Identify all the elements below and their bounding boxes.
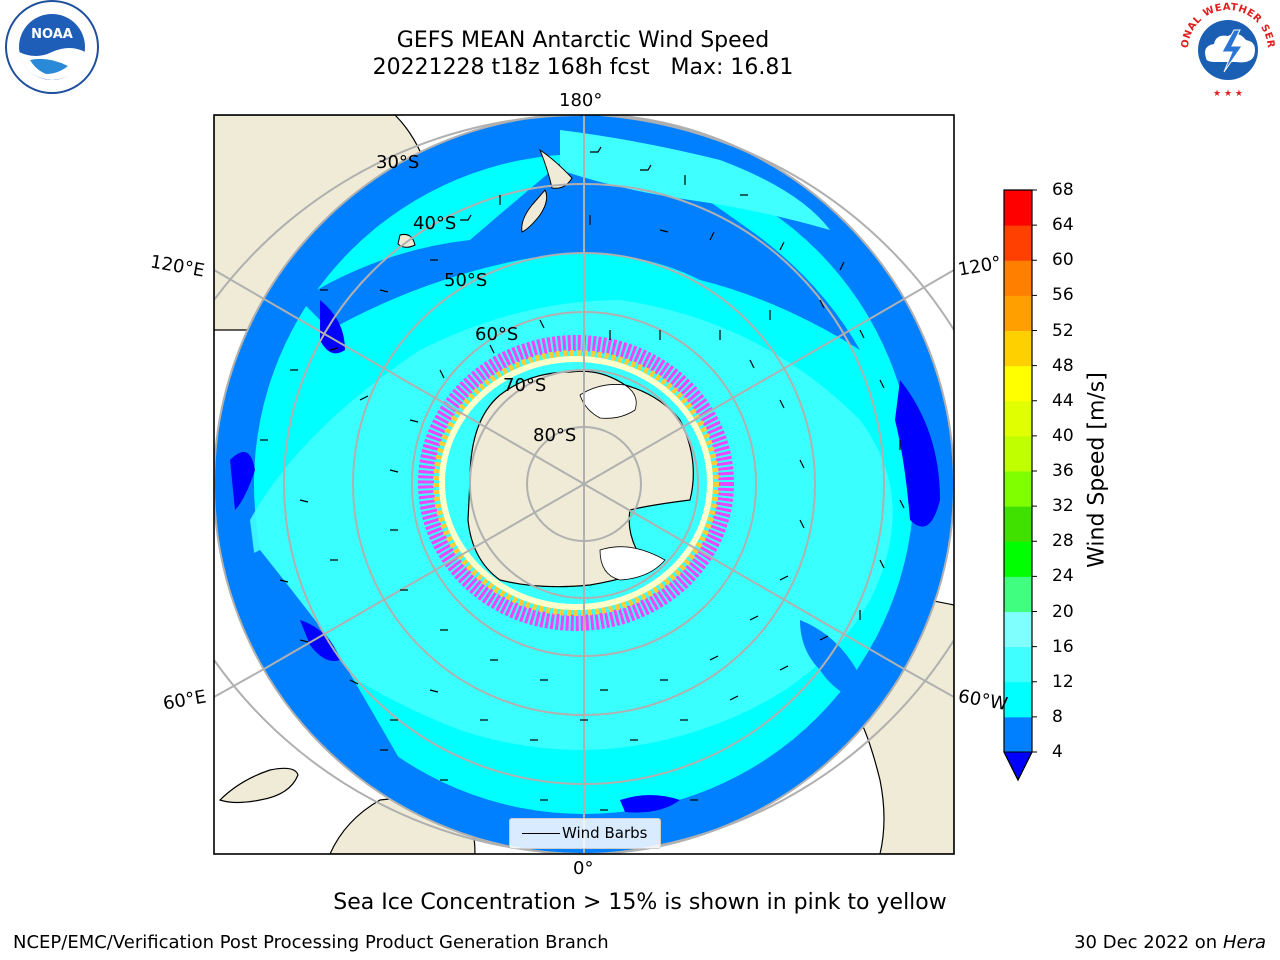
- colorbar-tick-label: 8: [1052, 706, 1063, 727]
- colorbar-segment: [1004, 471, 1032, 507]
- lon-label-0: 0°: [573, 858, 594, 879]
- date-credit: 30 Dec 2022 on Hera: [1074, 932, 1266, 953]
- colorbar-tick-label: 40: [1052, 425, 1074, 446]
- wind-barbs: [260, 146, 905, 811]
- antarctica-land: [467, 370, 694, 588]
- colorbar: [1003, 189, 1037, 782]
- lat-label-70s: 70°S: [503, 375, 547, 396]
- date-text: 30 Dec 2022 on: [1074, 932, 1218, 953]
- colorbar-segment: [1004, 646, 1032, 683]
- colorbar-tick-label: 24: [1052, 566, 1074, 587]
- colorbar-under-arrow: [1003, 751, 1033, 782]
- colorbar-segment: [1004, 400, 1032, 437]
- lat-label-30s: 30°S: [376, 152, 420, 173]
- colorbar-segment: [1004, 330, 1032, 367]
- colorbar-segment: [1004, 435, 1032, 472]
- colorbar-tick-label: 28: [1052, 531, 1074, 552]
- colorbar-tick-label: 44: [1052, 390, 1074, 411]
- colorbar-tick-label: 16: [1052, 636, 1074, 657]
- colorbar-tick-label: 56: [1052, 285, 1074, 306]
- colorbar-segment: [1004, 295, 1032, 331]
- colorbar-segment: [1004, 365, 1032, 402]
- lat-label-60s: 60°S: [475, 324, 519, 345]
- colorbar-segment: [1004, 506, 1032, 542]
- lat-label-80s: 80°S: [533, 425, 577, 446]
- colorbar-segment: [1004, 225, 1032, 261]
- colorbar-frame: [1003, 189, 1033, 782]
- madagascar-land: [218, 767, 299, 804]
- colorbar-segment: [1004, 611, 1032, 648]
- weddell-ice-shelf: [599, 546, 666, 581]
- colorbar-segment: [1004, 716, 1032, 753]
- credit-text: NCEP/EMC/Verification Post Processing Pr…: [13, 932, 609, 953]
- noaa-logo: NOAA: [5, 0, 99, 94]
- svg-text:★ ★ ★: ★ ★ ★: [1213, 89, 1243, 99]
- colorbar-segment: [1004, 576, 1032, 612]
- colorbar-segment: [1004, 541, 1032, 577]
- new-zealand-land: [521, 148, 573, 233]
- svg-text:NOAA: NOAA: [31, 27, 73, 42]
- colorbar-tick-label: 4: [1052, 742, 1063, 762]
- legend-label: Wind Barbs: [562, 824, 648, 842]
- ross-ice-shelf: [579, 384, 637, 419]
- sea-ice-note: Sea Ice Concentration > 15% is shown in …: [333, 890, 947, 915]
- colorbar-segment: [1004, 260, 1032, 296]
- map-frame: [213, 114, 955, 855]
- legend-line-swatch: [522, 833, 560, 834]
- graticule: [214, 115, 954, 854]
- colorbar-tick-label: 60: [1052, 250, 1074, 271]
- lat-label-40s: 40°S: [413, 213, 457, 234]
- national-weather-service-logo: NATIONAL WEATHER SERVICE ★ ★ ★: [1176, 0, 1276, 99]
- colorbar-segment: [1004, 190, 1032, 226]
- colorbar-tick-label: 52: [1052, 320, 1074, 341]
- colorbar-tick-label: 68: [1052, 180, 1074, 200]
- colorbar-tick-label: 48: [1052, 355, 1074, 376]
- colorbar-tick-label: 12: [1052, 671, 1074, 692]
- colorbar-tick-label: 32: [1052, 496, 1074, 517]
- chart-subtitle: 20221228 t18z 168h fcst Max: 16.81: [372, 55, 794, 80]
- colorbar-label: Wind Speed [m/s]: [1084, 372, 1110, 568]
- lon-label-180: 180°: [559, 90, 603, 111]
- wind-barbs-legend: Wind Barbs: [509, 818, 661, 849]
- colorbar-tick-label: 64: [1052, 215, 1074, 236]
- chart-title: GEFS MEAN Antarctic Wind Speed: [396, 28, 770, 53]
- colorbar-tick-label: 36: [1052, 461, 1074, 481]
- colorbar-segment: [1004, 681, 1032, 718]
- machine-name: Hera: [1222, 932, 1266, 953]
- colorbar-tick-label: 20: [1052, 601, 1074, 622]
- lat-label-50s: 50°S: [444, 270, 488, 291]
